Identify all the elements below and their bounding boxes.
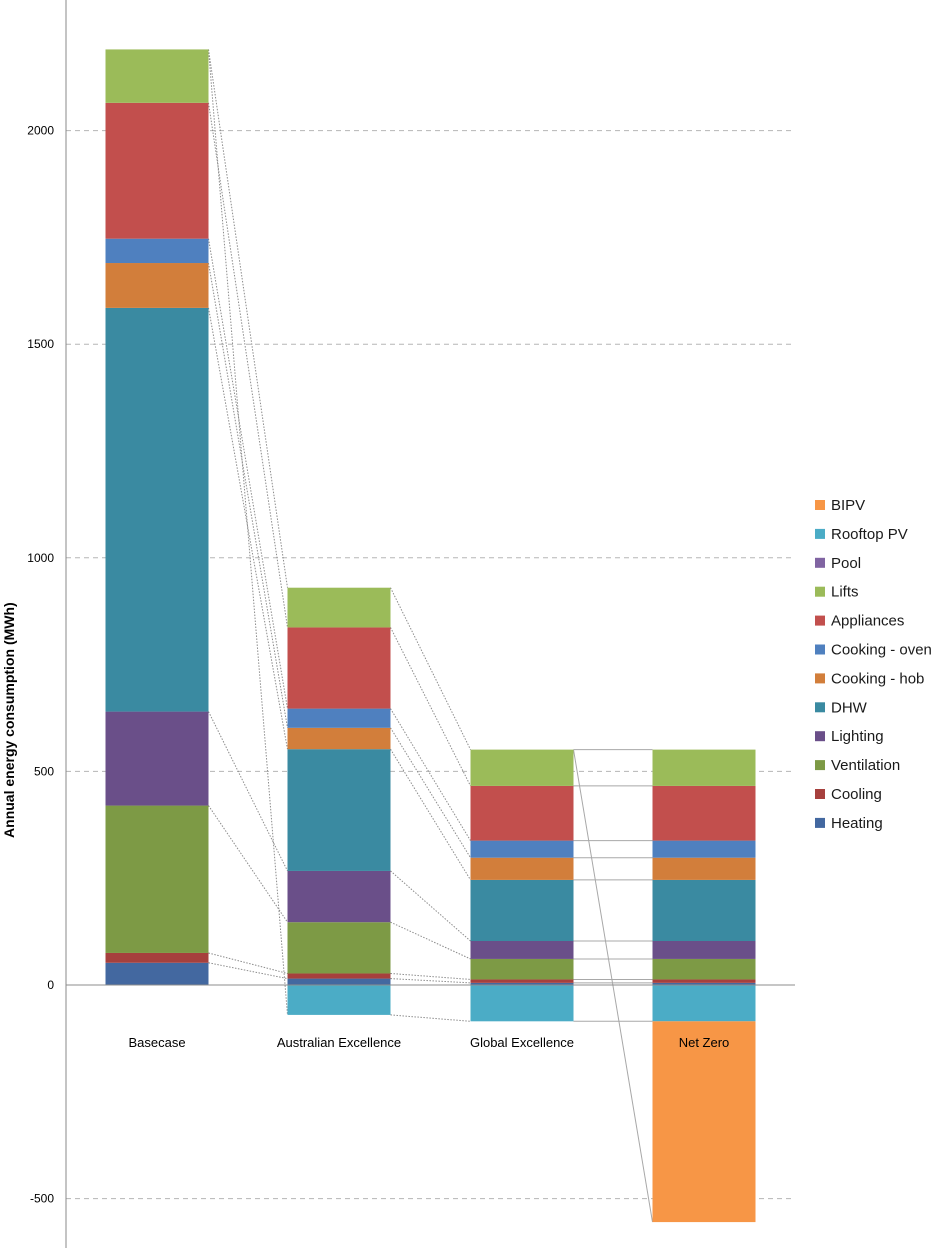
- bar-segment-dhw: [287, 749, 391, 871]
- bar-segment-heating: [105, 962, 209, 985]
- bar-segment-cooking-oven: [652, 840, 756, 858]
- bar-segment-lifts: [470, 749, 574, 786]
- bar-segment-ventilation: [105, 805, 209, 953]
- y-tick-label: 500: [34, 764, 54, 778]
- legend-label: Heating: [831, 815, 883, 832]
- connector-line: [208, 711, 288, 872]
- category-label: Australian Excellence: [277, 1035, 401, 1050]
- connector-line: [390, 727, 471, 858]
- connector-line: [390, 627, 471, 787]
- connector-line: [390, 870, 471, 942]
- legend-swatch: [815, 760, 825, 771]
- bar-segment-appliances: [287, 627, 391, 709]
- y-tick-label: 1000: [27, 551, 54, 565]
- y-tick-label: 2000: [27, 124, 54, 138]
- bar-segment-lifts: [652, 749, 756, 786]
- bar-segment-cooking-hob: [287, 727, 391, 750]
- bar-segment-lighting: [470, 940, 574, 959]
- bar-segment-cooking-oven: [470, 840, 574, 858]
- connector-line: [208, 805, 288, 923]
- bar-segment-cooking-hob: [470, 857, 574, 880]
- bar-segment-bipv: [652, 1021, 756, 1223]
- bar-segment-cooking-oven: [105, 238, 209, 264]
- bar-segment-cooling: [470, 979, 574, 983]
- bar-segment-lifts: [105, 49, 209, 103]
- legend-swatch: [815, 557, 825, 568]
- connector-line: [208, 49, 288, 588]
- bar-segment-dhw: [105, 307, 209, 712]
- legend-swatch: [815, 673, 825, 684]
- legend-label: Pool: [831, 555, 861, 572]
- connector-line: [208, 49, 288, 1015]
- legend-swatch: [815, 644, 825, 655]
- connector-line: [573, 749, 653, 1223]
- legend-label: Cooking - oven: [831, 642, 932, 659]
- connector-line: [390, 921, 471, 960]
- bar-segment-dhw: [652, 879, 756, 941]
- bar-segment-lighting: [287, 870, 391, 923]
- legend-label: Ventilation: [831, 757, 900, 774]
- y-tick-label: 0: [47, 978, 54, 992]
- y-tick-label: 1500: [27, 337, 54, 351]
- legend-swatch: [815, 731, 825, 742]
- legend-label: Appliances: [831, 613, 904, 630]
- legend-label: Lighting: [831, 728, 884, 745]
- bar-segment-appliances: [652, 785, 756, 841]
- connector-line: [390, 748, 471, 881]
- bar-segment-dhw: [470, 879, 574, 941]
- legend-swatch: [815, 817, 825, 828]
- legend-swatch: [815, 528, 825, 539]
- bar-segment-appliances: [105, 102, 209, 239]
- y-axis-title: Annual energy consumption (MWh): [1, 602, 17, 838]
- legend-swatch: [815, 500, 825, 510]
- connector-line: [208, 962, 288, 980]
- bar-segment-heating: [470, 982, 574, 985]
- category-label: Basecase: [128, 1035, 185, 1050]
- bar-segment-ventilation: [287, 922, 391, 974]
- connector-line: [208, 238, 288, 709]
- bar-segment-ventilation: [652, 958, 756, 980]
- bar-segment-lighting: [105, 711, 209, 806]
- connector-line: [390, 708, 471, 841]
- connector-line: [390, 972, 471, 980]
- legend-swatch: [815, 615, 825, 626]
- connector-line: [390, 978, 471, 984]
- bar-segment-cooling: [652, 979, 756, 983]
- bar-segment-lighting: [652, 940, 756, 959]
- legend-label: Lifts: [831, 584, 859, 601]
- bar-segment-lifts: [287, 587, 391, 628]
- legend-label: BIPV: [831, 497, 865, 514]
- bar-segment-cooling: [287, 973, 391, 979]
- bar-segment-ventilation: [470, 958, 574, 980]
- bar-segment-rooftop-pv: [470, 985, 574, 1022]
- connector-line: [208, 102, 288, 628]
- bar-segment-cooling: [105, 952, 209, 963]
- connector-line: [390, 587, 471, 750]
- legend-swatch: [815, 789, 825, 799]
- bar-segment-cooking-hob: [105, 263, 209, 308]
- bar-segment-heating: [287, 978, 391, 985]
- connector-line: [208, 262, 288, 728]
- category-label: Net Zero: [679, 1035, 730, 1050]
- legend-swatch: [815, 702, 825, 713]
- bar-segment-cooking-oven: [287, 708, 391, 728]
- legend-swatch: [815, 586, 825, 597]
- legend-label: Cooking - hob: [831, 670, 924, 687]
- category-label: Global Excellence: [470, 1035, 574, 1050]
- legend-label: DHW: [831, 699, 868, 716]
- bar-segment-cooking-hob: [652, 857, 756, 880]
- bar-segment-rooftop-pv: [652, 985, 756, 1022]
- y-tick-label: -500: [30, 1192, 54, 1206]
- bar-segment-appliances: [470, 785, 574, 841]
- legend-label: Cooling: [831, 786, 882, 803]
- bar-segment-heating: [652, 982, 756, 985]
- legend-label: Rooftop PV: [831, 526, 908, 543]
- connector-line: [390, 1014, 471, 1022]
- bar-segment-rooftop-pv: [287, 985, 391, 1015]
